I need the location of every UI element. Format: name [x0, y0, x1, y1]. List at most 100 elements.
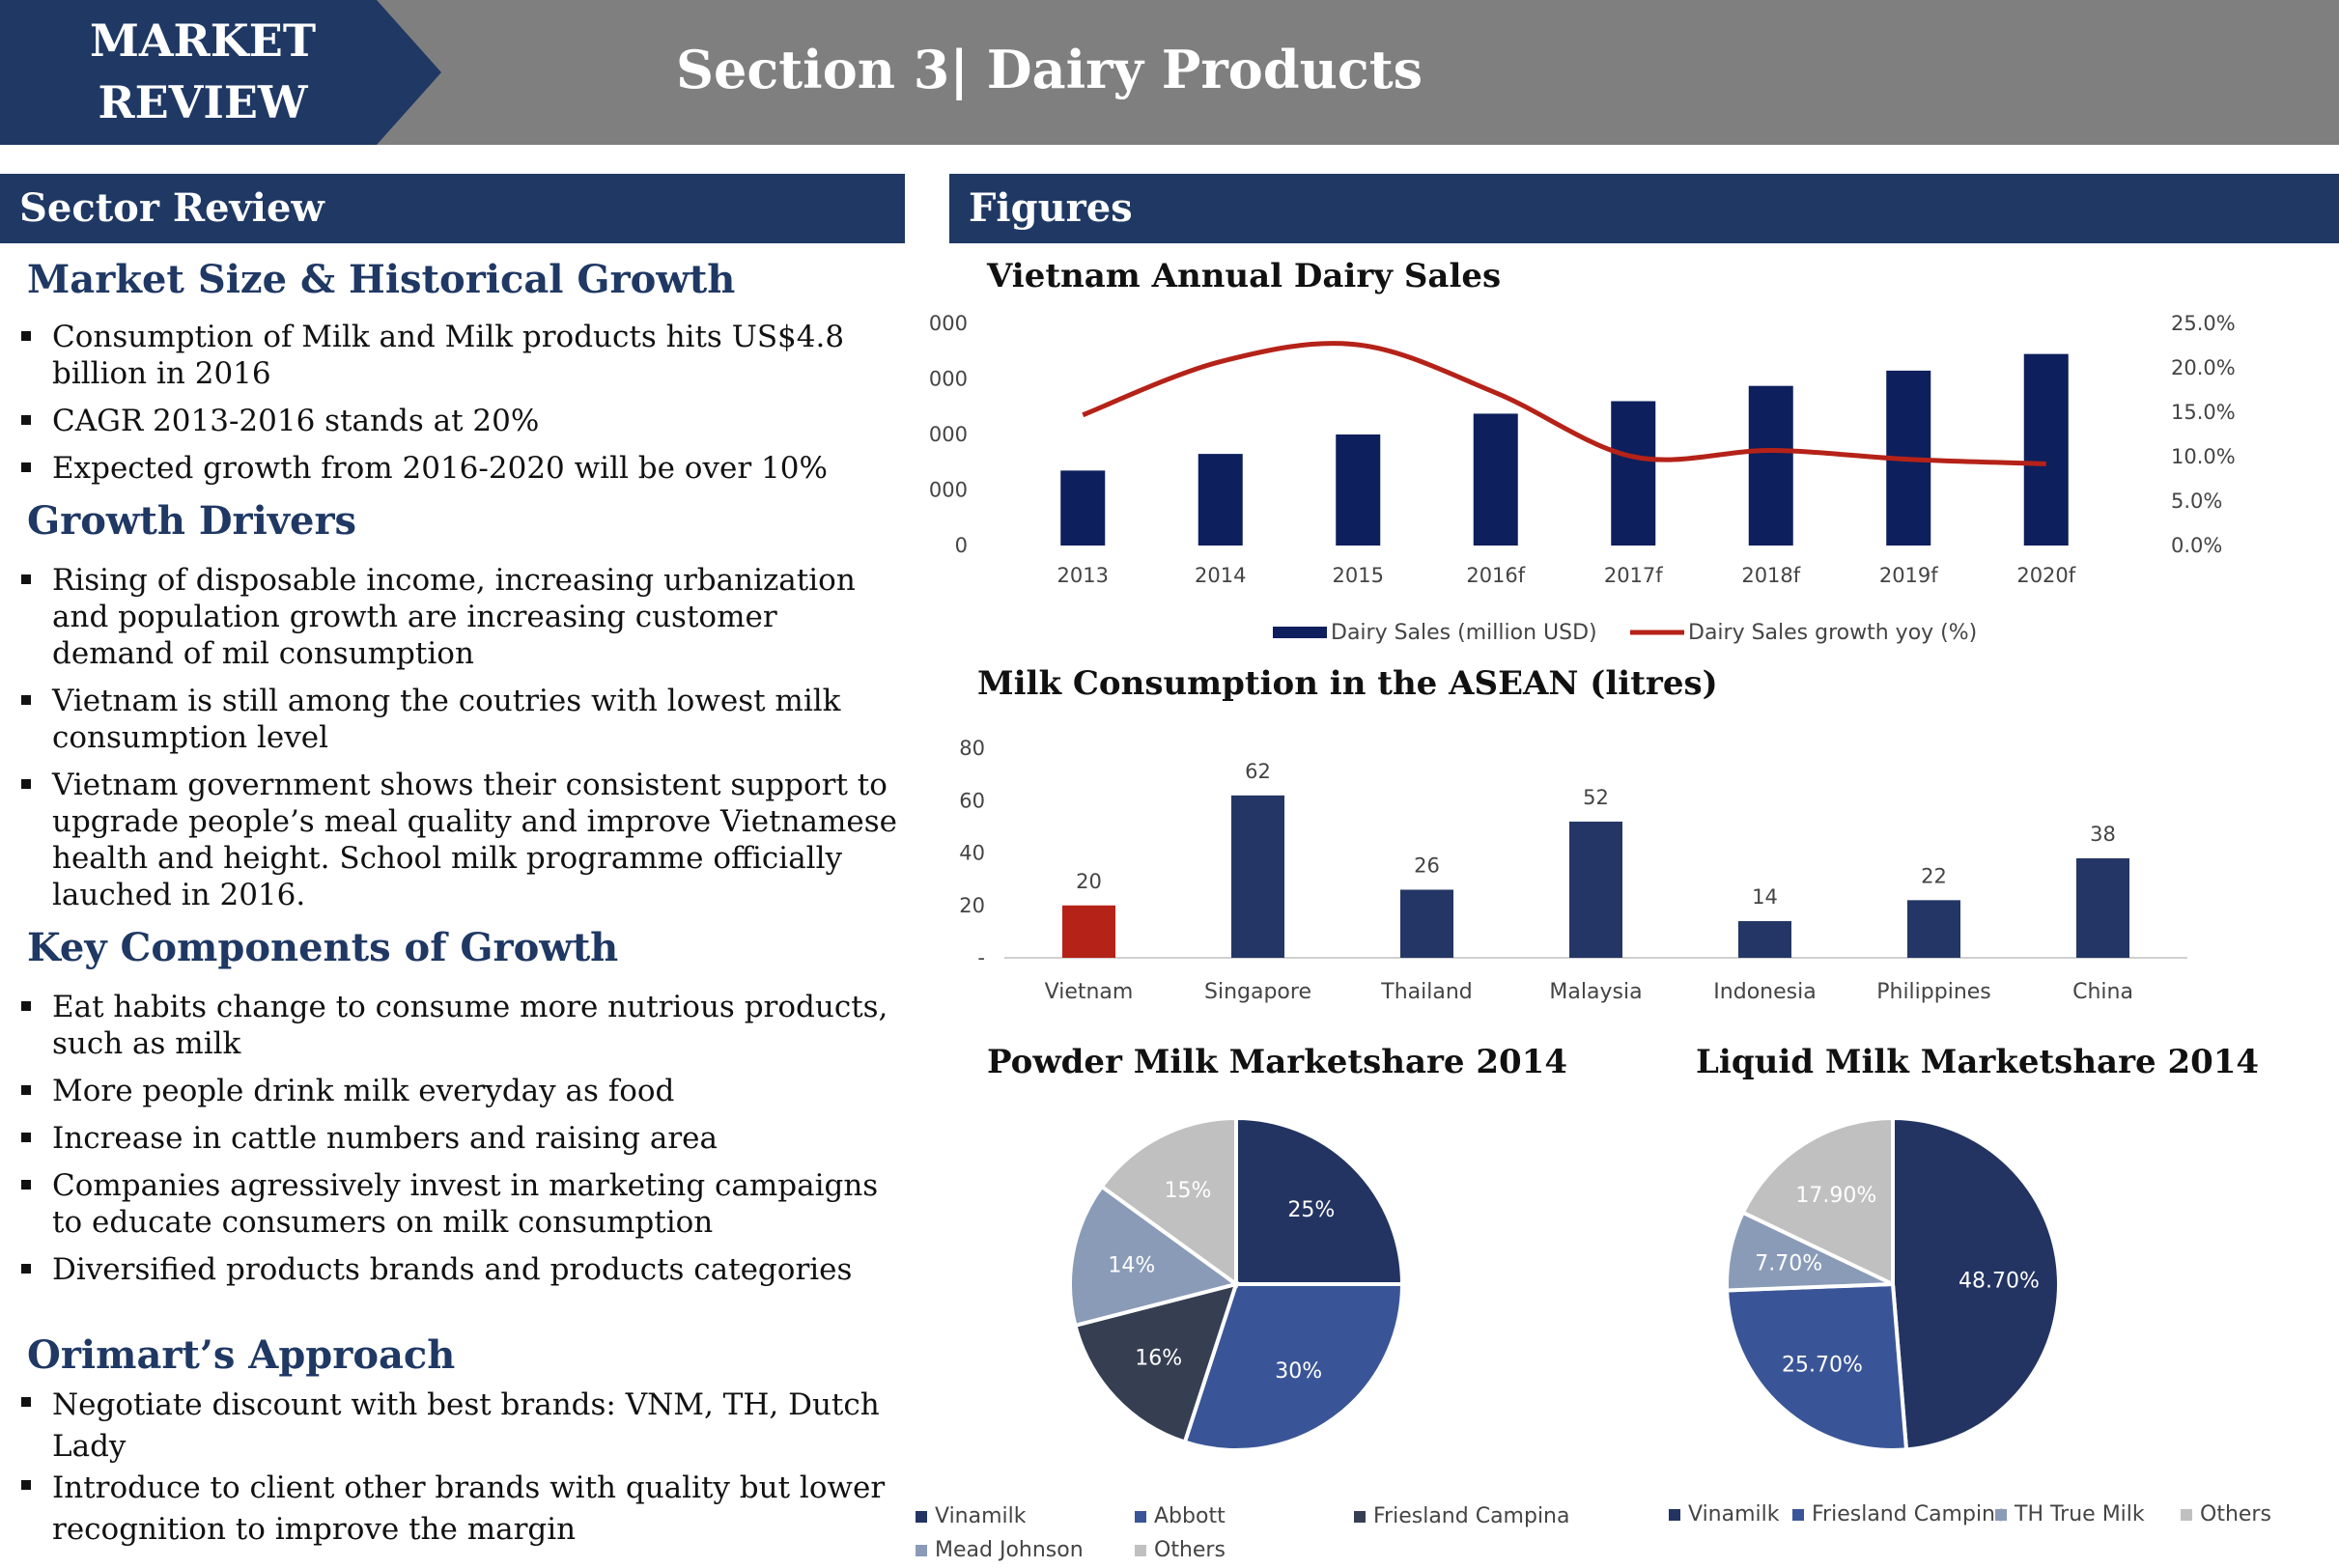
x-tick-label: 2020f [2016, 564, 2075, 587]
list-item: Negotiate discount with best brands: VNM… [19, 1385, 903, 1468]
data-label: 26 [1414, 854, 1440, 877]
pie-slice [1891, 1115, 2061, 1452]
sector-review-bar: Sector Review [0, 174, 905, 243]
slice-label: 14% [1108, 1253, 1155, 1277]
legend-label: Others [1154, 1538, 1226, 1562]
pie-slice [1099, 1115, 1238, 1288]
pie-slice [1725, 1281, 1909, 1452]
bar [1569, 821, 1622, 958]
chart-title-powder-milk: Powder Milk Marketshare 2014 [987, 1043, 1567, 1081]
list-orimart-approach: Negotiate discount with best brands: VNM… [19, 1385, 903, 1551]
data-label: 14 [1752, 885, 1778, 909]
list-growth-drivers: Rising of disposable income, increasing … [19, 562, 903, 924]
legend-label-growth: Dairy Sales growth yoy (%) [1688, 621, 1977, 645]
x-tick-label: 2015 [1333, 564, 1384, 587]
x-tick-label: Vietnam [1045, 980, 1134, 1004]
x-tick-label: 2018f [1741, 564, 1800, 587]
legend-swatch [1669, 1509, 1680, 1521]
legend-swatch [916, 1511, 927, 1523]
data-label: 20 [1076, 870, 1102, 893]
bar [1907, 900, 1960, 958]
bar [1748, 385, 1793, 546]
list-item: Eat habits change to consume more nutrio… [19, 989, 903, 1062]
bar [1062, 905, 1115, 958]
pie-slice [1072, 1281, 1240, 1445]
legend-item: Friesland Campina [1354, 1504, 1569, 1528]
bar [1060, 470, 1106, 546]
legend-label: Mead Johnson [935, 1538, 1084, 1562]
list-market-size: Consumption of Milk and Milk products hi… [19, 319, 903, 497]
x-tick-label: 2013 [1057, 564, 1109, 587]
header-tag-shape [0, 0, 441, 145]
header-tag-label: MARKET REVIEW [0, 10, 406, 133]
heading-growth-drivers: Growth Drivers [27, 498, 357, 544]
x-tick-label: Thailand [1380, 980, 1472, 1004]
slice-label: 48.70% [1959, 1270, 2040, 1294]
list-key-components: Eat habits change to consume more nutrio… [19, 989, 903, 1299]
heading-market-size: Market Size & Historical Growth [27, 257, 736, 302]
list-item: Vietnam government shows their consisten… [19, 767, 903, 913]
y-tick-label: 80 [959, 737, 985, 760]
legend-label: Friesland Campina [1373, 1504, 1570, 1528]
list-item: Expected growth from 2016-2020 will be o… [19, 450, 903, 487]
list-item: Companies agressively invest in marketin… [19, 1167, 903, 1241]
chart-title-asean-consumption: Milk Consumption in the ASEAN (litres) [977, 664, 1718, 703]
legend-item: Others [2181, 1502, 2271, 1526]
data-label: 22 [1921, 864, 1947, 887]
legend-label-sales: Dairy Sales (million USD) [1331, 621, 1597, 645]
data-label: 38 [2090, 823, 2116, 846]
header-tag-line1: MARKET [89, 14, 317, 67]
list-item: CAGR 2013-2016 stands at 20% [19, 403, 903, 439]
bar [2076, 857, 2129, 958]
legend-swatch [2181, 1509, 2192, 1521]
heading-key-components: Key Components of Growth [27, 925, 619, 970]
legend-swatch [1135, 1511, 1146, 1523]
list-item: Rising of disposable income, increasing … [19, 562, 903, 672]
bar [2023, 353, 2069, 546]
legend-item: Friesland Campina [1792, 1502, 2008, 1526]
legend-item: Abbott [1135, 1504, 1226, 1528]
pie-slice [1234, 1115, 1405, 1286]
legend-label: TH True Milk [2015, 1502, 2145, 1526]
bar [1231, 795, 1284, 958]
figures-bar: Figures [949, 174, 2339, 243]
x-tick-label: 2019f [1879, 564, 1938, 587]
legend-item: Vinamilk [916, 1504, 1027, 1528]
liquid-milk-pie: 48.70% 25.70% 7.70% 17.90% [1725, 1115, 2061, 1452]
pie-slice [1740, 1115, 1895, 1288]
y-tick-label: 6,000 [927, 368, 968, 391]
list-item: Increase in cattle numbers and raising a… [19, 1120, 903, 1157]
x-tick-label: China [2072, 980, 2133, 1004]
x-tick-label: Indonesia [1713, 980, 1816, 1004]
slice-label: 17.90% [1795, 1184, 1876, 1208]
legend-label: Others [2200, 1502, 2271, 1526]
x-tick-label: Philippines [1876, 980, 1991, 1004]
legend-swatch [1792, 1509, 1804, 1521]
legend-item: Others [1135, 1538, 1226, 1562]
slice-label: 16% [1135, 1346, 1182, 1370]
pie-slice [1068, 1184, 1241, 1329]
powder-milk-pie: 25% 30% 16% 14% 15% [1068, 1115, 1405, 1452]
bar [1336, 434, 1381, 546]
y-tick-label: 20 [959, 894, 985, 917]
x-tick-label: Malaysia [1549, 980, 1642, 1004]
list-item: Consumption of Milk and Milk products hi… [19, 319, 903, 392]
pie-slice [1182, 1282, 1405, 1452]
y-tick-label: 4,000 [927, 423, 968, 446]
legend-swatch [1995, 1509, 2007, 1521]
x-tick-label: 2016f [1466, 564, 1525, 587]
legend-item: TH True Milk [1995, 1502, 2145, 1526]
y2-tick-label: 10.0% [2171, 445, 2236, 468]
legend-swatch-sales [1273, 627, 1327, 638]
legend-label: Abbott [1154, 1504, 1226, 1528]
y-tick-label: 8,000 [927, 312, 968, 335]
x-tick-label: 2014 [1195, 564, 1246, 587]
slice-label: 25.70% [1782, 1353, 1863, 1377]
growth-line [1082, 341, 2046, 466]
y-tick-label: 60 [959, 789, 985, 812]
y2-tick-label: 5.0% [2171, 490, 2222, 513]
y-tick-label: 0 [955, 534, 968, 557]
bar [1198, 454, 1243, 546]
x-tick-label: Singapore [1204, 980, 1311, 1004]
list-item: Diversified products brands and products… [19, 1251, 903, 1288]
